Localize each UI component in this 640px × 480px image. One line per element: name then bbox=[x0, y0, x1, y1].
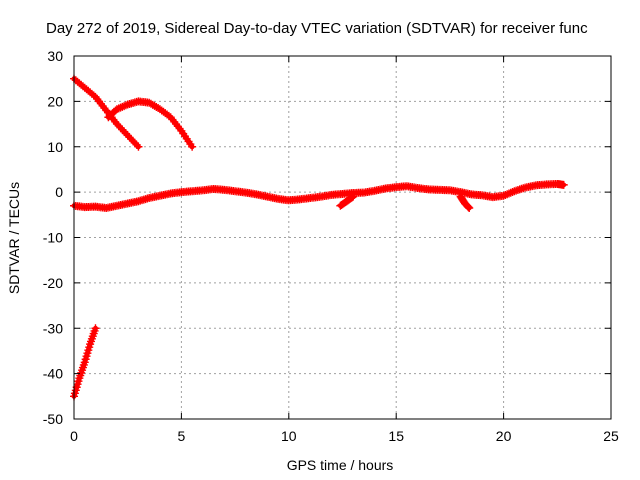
data-point bbox=[121, 129, 130, 138]
y-axis-label: SDTVAR / TECUs bbox=[6, 182, 22, 294]
axis-ticks: 0 5 10 15 20 25 -50 -40 -30 -20 -10 0 10 20 30 bbox=[43, 48, 619, 444]
data-point bbox=[91, 324, 100, 333]
data-point bbox=[129, 137, 138, 146]
data-point bbox=[114, 104, 123, 113]
data-point bbox=[504, 189, 513, 198]
data-point bbox=[112, 120, 121, 129]
y-tick-label: -30 bbox=[43, 320, 63, 336]
data-point bbox=[89, 91, 98, 100]
data-point bbox=[506, 188, 515, 197]
data-point bbox=[508, 187, 517, 196]
data-point bbox=[127, 135, 136, 144]
series-branch-a bbox=[70, 74, 143, 151]
data-point bbox=[559, 180, 568, 189]
y-tick-label: -10 bbox=[43, 230, 63, 246]
x-tick-label: 0 bbox=[70, 428, 78, 444]
x-tick-label: 20 bbox=[496, 428, 512, 444]
data-point bbox=[120, 102, 129, 111]
data-points bbox=[70, 74, 568, 401]
data-point bbox=[112, 105, 121, 114]
y-tick-label: -50 bbox=[43, 411, 63, 427]
data-point bbox=[501, 190, 510, 199]
x-tick-label: 15 bbox=[388, 428, 404, 444]
data-point bbox=[118, 125, 127, 134]
data-point bbox=[349, 192, 358, 201]
data-point bbox=[134, 142, 143, 151]
data-point bbox=[120, 127, 129, 136]
series-branch-b bbox=[104, 97, 197, 151]
series-dip-b bbox=[456, 192, 474, 213]
data-point bbox=[132, 140, 141, 149]
data-point bbox=[118, 102, 127, 111]
series-dip-a bbox=[336, 192, 358, 210]
y-tick-label: -40 bbox=[43, 366, 63, 382]
data-point bbox=[348, 193, 357, 202]
series-main-trace bbox=[70, 179, 568, 213]
data-point bbox=[116, 103, 125, 112]
data-point bbox=[464, 203, 473, 212]
data-point bbox=[116, 123, 125, 132]
x-axis-label: GPS time / hours bbox=[287, 457, 394, 473]
x-tick-label: 25 bbox=[603, 428, 619, 444]
data-point bbox=[114, 121, 123, 130]
y-tick-label: 20 bbox=[47, 93, 63, 109]
data-point bbox=[503, 190, 512, 199]
chart-title: Day 272 of 2019, Sidereal Day-to-day VTE… bbox=[46, 20, 588, 37]
x-tick-label: 10 bbox=[281, 428, 297, 444]
y-tick-label: 10 bbox=[47, 139, 63, 155]
data-point bbox=[465, 204, 474, 213]
y-tick-label: 30 bbox=[47, 48, 63, 64]
data-point bbox=[164, 111, 173, 120]
y-tick-label: -20 bbox=[43, 275, 63, 291]
grid-lines bbox=[74, 56, 611, 419]
data-point bbox=[125, 133, 134, 142]
data-point bbox=[188, 142, 197, 151]
data-point bbox=[130, 138, 139, 147]
data-point bbox=[121, 101, 130, 110]
data-point bbox=[499, 191, 508, 200]
x-tick-label: 5 bbox=[178, 428, 186, 444]
y-tick-label: 0 bbox=[55, 184, 63, 200]
data-point bbox=[463, 202, 472, 211]
data-point bbox=[123, 131, 132, 140]
